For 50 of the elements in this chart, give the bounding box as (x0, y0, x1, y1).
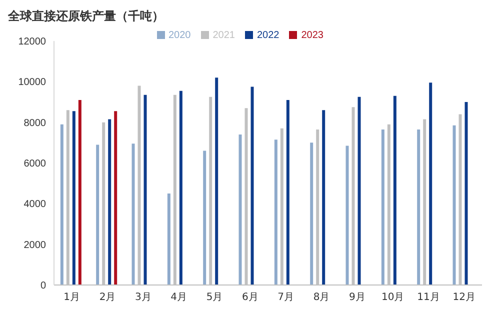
chart-title: 全球直接还原铁产量（千吨） (8, 8, 165, 25)
bar (250, 86, 254, 285)
bar (464, 102, 468, 285)
y-tick-label: 12000 (18, 36, 46, 48)
x-tick-label: 12月 (452, 292, 476, 304)
bar (132, 144, 135, 285)
bar (72, 111, 76, 285)
bar (179, 90, 182, 285)
y-tick-label: 0 (40, 280, 46, 292)
bar (96, 144, 100, 285)
bar (60, 124, 64, 285)
y-tick-label: 8000 (24, 118, 46, 129)
x-tick-label: 1月 (64, 292, 80, 304)
legend-label: 2021 (212, 30, 235, 41)
bar (108, 119, 112, 285)
x-tick-label: 8月 (313, 292, 330, 304)
legend-label: 2022 (257, 30, 280, 41)
bar (393, 96, 396, 285)
y-tick-label: 4000 (24, 199, 46, 210)
x-tick-label: 11月 (417, 292, 440, 304)
x-tick-label: 6月 (242, 292, 258, 304)
legend-label: 2023 (301, 30, 324, 41)
y-tick-label: 2000 (24, 240, 46, 251)
y-tick-label: 10000 (18, 77, 46, 88)
legend-label: 2020 (168, 30, 191, 41)
bar (358, 96, 361, 285)
x-tick-label: 3月 (134, 292, 152, 304)
bar (274, 140, 278, 285)
bar (452, 125, 456, 285)
x-tick-label: 9月 (348, 292, 366, 304)
bar (238, 134, 242, 285)
x-tick-label: 2月 (99, 292, 116, 304)
bar (167, 194, 170, 285)
x-tick-label: 5月 (206, 292, 223, 304)
bar (203, 150, 206, 285)
bar (144, 94, 147, 285)
bar (310, 142, 314, 285)
x-tick-label: 10月 (381, 292, 404, 304)
bar (114, 111, 118, 285)
bar (417, 129, 420, 285)
bar (322, 110, 326, 285)
y-tick-label: 6000 (24, 158, 46, 170)
bar (286, 100, 290, 285)
bar (346, 146, 349, 285)
bar (429, 82, 432, 285)
bar (78, 100, 82, 285)
bar (215, 78, 218, 285)
x-tick-label: 4月 (170, 292, 188, 304)
x-tick-label: 7月 (278, 292, 294, 304)
bar (381, 129, 384, 285)
